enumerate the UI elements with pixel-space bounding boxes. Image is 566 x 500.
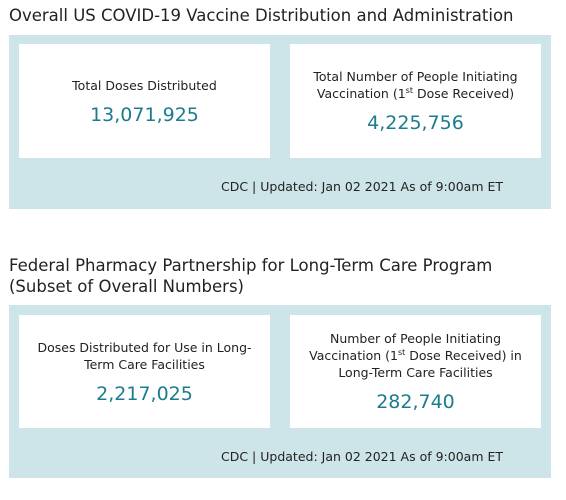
section-title: Federal Pharmacy Partnership for Long-Te… — [9, 256, 493, 296]
card: Number of People Initiating Vaccination … — [290, 315, 541, 428]
panel: Total Doses Distributed 13,071,925 Total… — [9, 35, 551, 209]
label-text: Doses Distributed for Use in Long-Term C… — [37, 339, 252, 372]
label-text: Dose Received) — [412, 86, 515, 101]
card-label: Number of People Initiating Vaccination … — [290, 330, 541, 381]
label-text: Dose Received) in Long-Term Care Facilit… — [338, 348, 522, 380]
card: Doses Distributed for Use in Long-Term C… — [19, 315, 270, 428]
card-value: 4,225,756 — [367, 112, 464, 134]
card-value: 13,071,925 — [90, 103, 199, 126]
label-sup: st — [405, 85, 413, 95]
card-label: Total Doses Distributed — [58, 77, 231, 94]
panel: Doses Distributed for Use in Long-Term C… — [9, 305, 551, 478]
card-label: Total Number of People Initiating Vaccin… — [290, 68, 541, 102]
label-text: Total Doses Distributed — [72, 77, 217, 93]
card: Total Number of People Initiating Vaccin… — [290, 44, 541, 158]
label-text: Number of People Initiating Vaccination … — [309, 331, 502, 363]
card: Total Doses Distributed 13,071,925 — [19, 44, 270, 158]
label-text: Total Number of People Initiating Vaccin… — [313, 69, 518, 101]
card-value: 2,217,025 — [96, 382, 193, 405]
section-title: Overall US COVID-19 Vaccine Distribution… — [9, 6, 514, 25]
footer-note: CDC | Updated: Jan 02 2021 As of 9:00am … — [221, 179, 504, 194]
card-value: 282,740 — [376, 391, 455, 413]
footer-note: CDC | Updated: Jan 02 2021 As of 9:00am … — [221, 449, 504, 464]
card-label: Doses Distributed for Use in Long-Term C… — [19, 339, 270, 373]
label-sup: st — [397, 347, 406, 357]
